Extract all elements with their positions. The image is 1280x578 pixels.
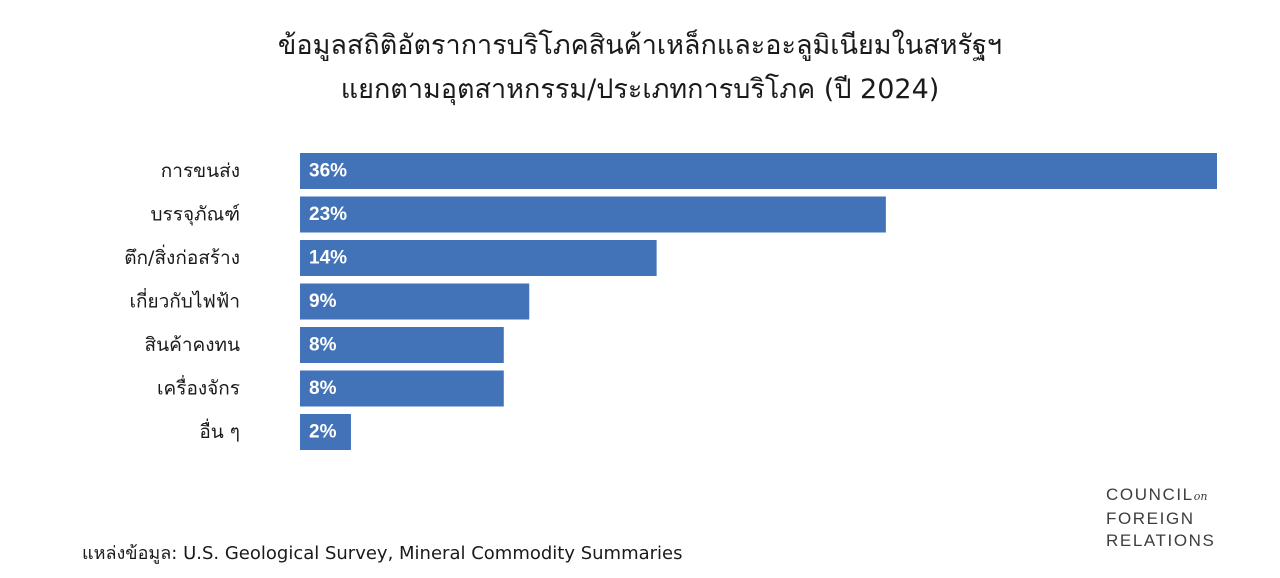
category-label: เครื่องจักร [157,375,240,400]
bar-value-label: 8% [309,335,337,356]
category-label: การขนส่ง [161,160,240,182]
logo-line-2: FOREIGN [1106,509,1195,528]
logo-line-1-suffix: on [1193,490,1208,503]
chart-title: ข้อมูลสถิติอัตราการบริโภคสินค้าเหล็กและอ… [277,30,1003,61]
chart-subtitle: แยกตามอุตสาหกรรม/ประเภทการบริโภค (ปี 202… [340,74,940,105]
bar-value-label: 23% [309,204,347,225]
cfr-logo: COUNCILon FOREIGN RELATIONS [1106,484,1216,552]
category-label: เกี่ยวกับไฟฟ้า [130,288,241,313]
bar-value-label: 14% [309,248,347,269]
bar [300,283,530,320]
bar [300,414,351,450]
bar-value-label: 8% [309,378,337,399]
source-note: แหล่งข้อมูล: U.S. Geological Survey, Min… [82,543,683,564]
bar [300,196,886,233]
bar [300,153,1217,189]
category-label: ตึก/สิ่งก่อสร้าง [124,244,240,269]
category-label: บรรจุภัณฑ์ [150,204,240,227]
bar [300,240,657,276]
bar [300,327,504,363]
bar-value-label: 2% [309,422,337,443]
category-label: อื่น ๆ [199,418,240,443]
chart-title-block: ข้อมูลสถิติอัตราการบริโภคสินค้าเหล็กและอ… [0,24,1280,112]
logo-line-3: RELATIONS [1106,531,1216,550]
bar [300,370,504,407]
bar-value-label: 36% [309,161,347,182]
logo-line-1: COUNCIL [1106,485,1194,504]
bar-value-label: 9% [309,291,337,312]
category-label: สินค้าคงทน [145,334,240,356]
